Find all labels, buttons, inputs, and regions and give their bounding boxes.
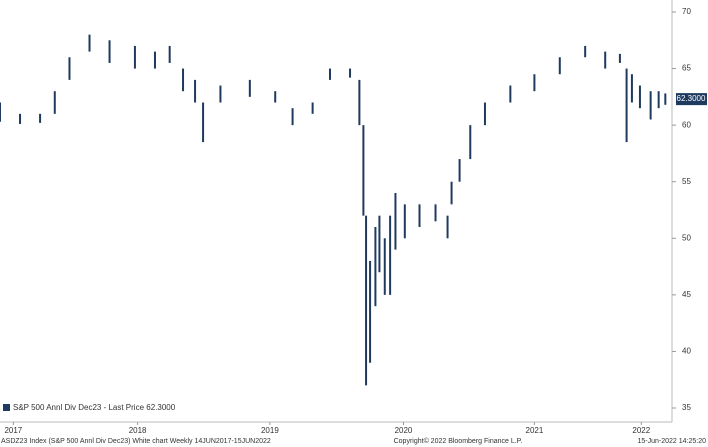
x-tick-label: 2018 — [129, 426, 147, 435]
price-bar — [604, 51, 607, 69]
price-bar — [657, 91, 660, 109]
price-bar — [358, 79, 361, 126]
price-bar — [446, 215, 449, 239]
footer-right: 15-Jun-2022 14:25:20 — [638, 438, 707, 445]
y-tick-label: 60 — [682, 120, 691, 129]
price-bar — [403, 204, 406, 239]
price-bar — [168, 45, 171, 63]
legend-swatch — [3, 404, 10, 411]
last-price-tag — [676, 93, 707, 106]
price-bar — [39, 113, 42, 123]
price-bar — [311, 102, 314, 114]
price-bar — [349, 68, 352, 78]
price-bar — [369, 260, 372, 363]
price-bar — [108, 40, 111, 63]
x-tick-label: 2022 — [632, 426, 650, 435]
price-bar — [389, 215, 392, 295]
x-tick-label: 2021 — [526, 426, 544, 435]
y-tick-label: 45 — [682, 290, 691, 299]
y-tick-label: 50 — [682, 233, 691, 242]
y-tick-label: 55 — [682, 177, 691, 186]
price-bar — [274, 91, 277, 103]
price-bar — [458, 159, 461, 182]
price-bar — [649, 91, 652, 120]
price-bar — [248, 79, 251, 97]
price-bar — [328, 68, 331, 80]
price-bar — [153, 51, 156, 69]
price-bar — [365, 215, 368, 386]
price-bar — [53, 91, 56, 114]
price-bar — [88, 34, 91, 52]
last-price-label: 62.3000 — [677, 94, 706, 103]
price-bar — [0, 102, 1, 122]
price-bar — [219, 85, 222, 103]
price-bar — [469, 125, 472, 160]
price-bar — [509, 85, 512, 103]
price-bar — [19, 113, 22, 125]
price-bar — [533, 74, 536, 92]
price-bar — [291, 108, 294, 126]
price-bar — [394, 193, 397, 250]
footer-left: ASDZ23 Index (S&P 500 Annl Div Dec23) Wh… — [1, 438, 271, 445]
x-tick-label: 2019 — [261, 426, 279, 435]
y-tick-label: 40 — [682, 347, 691, 356]
price-bar — [483, 102, 486, 126]
price-bar — [450, 181, 453, 205]
price-bar — [383, 238, 386, 295]
price-bar — [638, 85, 641, 109]
price-bar — [434, 204, 437, 222]
price-bar — [664, 93, 667, 105]
price-bar — [362, 125, 365, 216]
price-bar — [374, 226, 377, 307]
price-bar — [418, 204, 421, 227]
x-tick-label: 2020 — [395, 426, 413, 435]
price-bar — [133, 45, 136, 69]
price-bar — [194, 79, 197, 103]
y-tick-label: 70 — [682, 7, 691, 16]
price-bar — [558, 57, 561, 75]
price-bar — [68, 57, 71, 80]
price-bar — [584, 45, 587, 58]
legend-label: S&P 500 Annl Div Dec23 - Last Price 62.3… — [13, 403, 176, 412]
price-bar — [625, 68, 628, 143]
price-bar — [202, 102, 205, 143]
price-bar — [618, 53, 621, 63]
price-bar — [378, 215, 381, 273]
y-tick-label: 65 — [682, 64, 691, 73]
y-tick-label: 35 — [682, 403, 691, 412]
x-tick-label: 2017 — [4, 426, 22, 435]
price-bar — [630, 74, 633, 103]
footer-center: Copyright© 2022 Bloomberg Finance L.P. — [394, 437, 523, 445]
price-bar — [182, 68, 185, 92]
